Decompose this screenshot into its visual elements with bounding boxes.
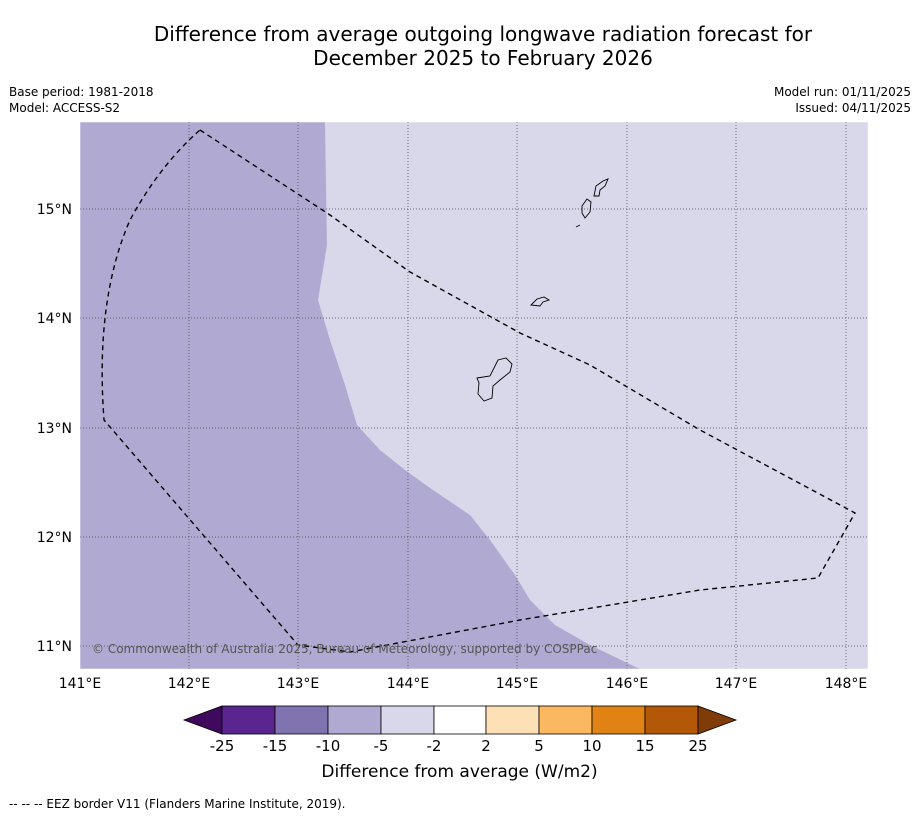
x-tick-label: 145°E <box>496 676 539 692</box>
colorbar-segment <box>433 705 487 735</box>
metadata-right: Model run: 01/11/2025 Issued: 04/11/2025 <box>774 84 911 116</box>
islands <box>476 178 609 402</box>
island-aguijan <box>575 224 581 228</box>
colorbar-segment <box>485 705 540 735</box>
chart-title: Difference from average outgoing longwav… <box>0 22 919 70</box>
island-guam <box>476 357 513 402</box>
colorbar-label: -2 <box>427 737 442 755</box>
colorbar-label: -5 <box>374 737 389 755</box>
model-name: Model: ACCESS-S2 <box>9 101 121 115</box>
colorbar-segment <box>591 705 646 735</box>
colorbar-segment <box>538 705 593 735</box>
gridlines <box>80 122 868 669</box>
colorbar-extend-low <box>182 705 223 735</box>
colorbar-extend-high <box>697 705 738 735</box>
colorbar-label: 10 <box>582 737 601 755</box>
colorbar-segment <box>644 705 699 735</box>
colorbar-segment <box>380 705 435 735</box>
eez-border <box>101 129 856 653</box>
island-tinian <box>581 198 592 219</box>
x-tick-label: 141°E <box>59 676 102 692</box>
anomaly-region-dark <box>80 122 640 669</box>
y-tick-label: 12°N <box>37 530 72 546</box>
model-run: Model run: 01/11/2025 <box>773 85 911 99</box>
island-saipan <box>593 178 609 197</box>
copyright-notice: © Commonwealth of Australia 2025, Bureau… <box>92 642 597 656</box>
title-line-2: December 2025 to February 2026 <box>313 46 653 70</box>
island-rota <box>530 296 551 307</box>
y-tick-label: 15°N <box>37 202 72 218</box>
colorbar-label: -15 <box>263 737 288 755</box>
colorbar <box>182 705 738 735</box>
map-frame <box>79 121 869 670</box>
y-axis-labels: 15°N 14°N 13°N 12°N 11°N <box>37 202 72 655</box>
eez-footnote: -- -- -- EEZ border V11 (Flanders Marine… <box>9 797 346 811</box>
title-line-1: Difference from average outgoing longwav… <box>153 22 813 46</box>
colorbar-segment <box>327 705 382 735</box>
colorbar-title: Difference from average (W/m2) <box>321 762 598 782</box>
colorbar-label: -25 <box>210 737 235 755</box>
y-tick-label: 13°N <box>37 421 72 437</box>
x-tick-label: 144°E <box>387 676 430 692</box>
x-tick-label: 148°E <box>825 676 868 692</box>
x-axis-labels: 141°E 142°E 143°E 144°E 145°E 146°E 147°… <box>59 676 868 692</box>
colorbar-label: 25 <box>688 737 707 755</box>
colorbar-label: 15 <box>635 737 654 755</box>
y-tick-label: 14°N <box>37 311 72 327</box>
colorbar-labels: -25 -15 -10 -5 -2 2 5 10 15 25 <box>210 737 708 755</box>
colorbar-segment <box>221 705 276 735</box>
x-tick-label: 147°E <box>715 676 758 692</box>
x-tick-label: 146°E <box>606 676 649 692</box>
x-tick-label: 142°E <box>168 676 211 692</box>
colorbar-label: -10 <box>316 737 341 755</box>
colorbar-label: 2 <box>481 737 491 755</box>
colorbar-label: 5 <box>534 737 544 755</box>
issued-date: Issued: 04/11/2025 <box>795 101 911 115</box>
colorbar-segment <box>274 705 329 735</box>
x-tick-label: 143°E <box>277 676 320 692</box>
base-period: Base period: 1981-2018 <box>9 85 154 99</box>
y-tick-label: 11°N <box>37 639 72 655</box>
metadata-left: Base period: 1981-2018 Model: ACCESS-S2 <box>9 84 154 116</box>
